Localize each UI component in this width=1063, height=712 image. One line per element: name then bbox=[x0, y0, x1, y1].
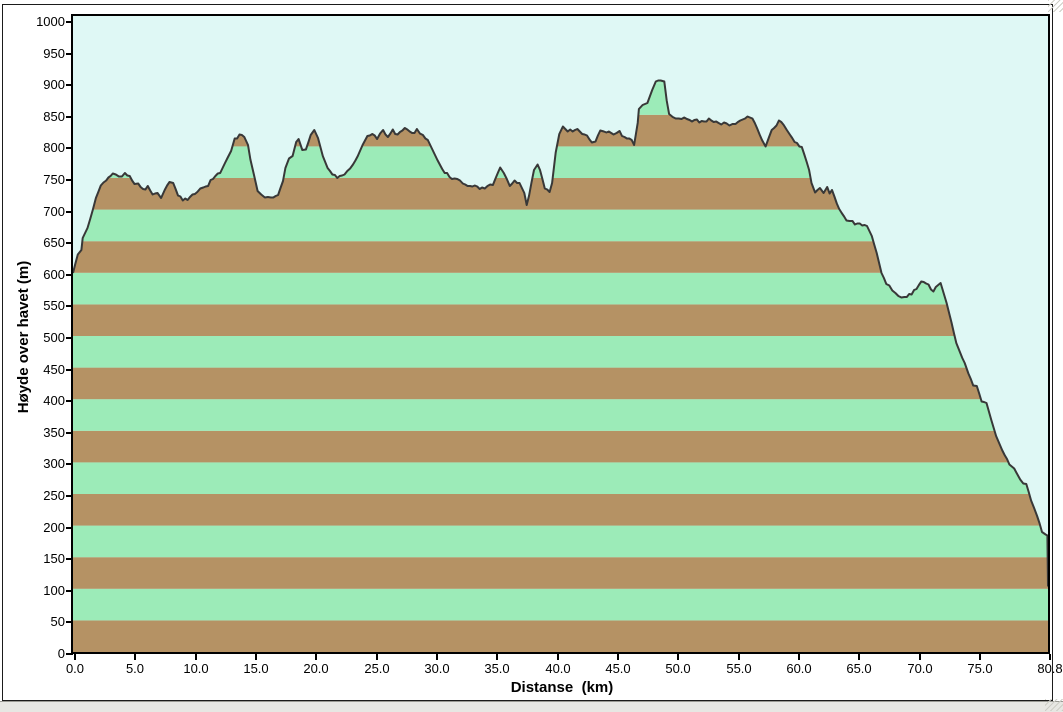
y-tick-label: 700 bbox=[43, 204, 65, 219]
x-axis-tick bbox=[979, 654, 981, 660]
x-tick-label: 40.0 bbox=[545, 661, 571, 676]
x-axis-tick bbox=[496, 654, 498, 660]
y-axis-tick bbox=[66, 305, 73, 307]
y-axis-tick bbox=[66, 432, 73, 434]
resize-grip-top-right bbox=[1048, 0, 1063, 12]
x-tick-label: 80.8 bbox=[1037, 661, 1063, 676]
y-tick-label: 600 bbox=[43, 267, 65, 282]
y-tick-label: 750 bbox=[43, 172, 65, 187]
y-tick-label: 650 bbox=[43, 235, 65, 250]
x-axis-tick bbox=[617, 654, 619, 660]
y-axis-tick bbox=[66, 621, 73, 623]
y-axis-tick bbox=[66, 21, 73, 23]
x-tick-label: 65.0 bbox=[846, 661, 872, 676]
x-axis-tick bbox=[315, 654, 317, 660]
y-tick-label: 400 bbox=[43, 393, 65, 408]
y-axis-tick bbox=[66, 53, 73, 55]
x-axis-tick bbox=[858, 654, 860, 660]
y-axis-tick bbox=[66, 274, 73, 276]
x-tick-label: 35.0 bbox=[484, 661, 510, 676]
y-tick-label: 50 bbox=[50, 614, 65, 629]
x-tick-label: 60.0 bbox=[786, 661, 812, 676]
y-tick-label: 450 bbox=[43, 362, 65, 377]
y-tick-label: 200 bbox=[43, 520, 65, 535]
y-axis-tick bbox=[66, 147, 73, 149]
y-tick-label: 550 bbox=[43, 298, 65, 313]
x-tick-label: 30.0 bbox=[424, 661, 450, 676]
x-axis-tick bbox=[195, 654, 197, 660]
y-tick-label: 1000 bbox=[36, 14, 65, 29]
x-axis-title: Distanse (km) bbox=[510, 679, 614, 696]
y-axis-tick bbox=[66, 337, 73, 339]
y-axis-tick bbox=[66, 558, 73, 560]
y-axis-tick bbox=[66, 463, 73, 465]
y-axis-tick bbox=[66, 84, 73, 86]
x-tick-label: 25.0 bbox=[364, 661, 390, 676]
x-tick-label: 0.0 bbox=[65, 661, 85, 676]
y-tick-label: 850 bbox=[43, 109, 65, 124]
x-axis-tick bbox=[376, 654, 378, 660]
y-tick-label: 900 bbox=[43, 77, 65, 92]
y-axis-tick bbox=[66, 527, 73, 529]
y-axis-tick bbox=[66, 116, 73, 118]
x-tick-label: 50.0 bbox=[665, 661, 691, 676]
x-axis-tick bbox=[134, 654, 136, 660]
y-tick-label: 300 bbox=[43, 456, 65, 471]
y-axis-tick bbox=[66, 179, 73, 181]
y-axis-tick bbox=[66, 211, 73, 213]
resize-grip-bottom-right bbox=[1045, 699, 1063, 711]
x-axis-tick bbox=[677, 654, 679, 660]
window-bottom-edge bbox=[0, 701, 1063, 712]
y-axis-tick bbox=[66, 590, 73, 592]
x-axis-tick bbox=[1049, 654, 1051, 660]
x-axis-tick bbox=[74, 654, 76, 660]
x-tick-label: 20.0 bbox=[303, 661, 329, 676]
y-tick-label: 100 bbox=[43, 583, 65, 598]
y-axis-tick bbox=[66, 495, 73, 497]
y-tick-label: 150 bbox=[43, 551, 65, 566]
x-tick-label: 15.0 bbox=[243, 661, 269, 676]
y-axis-tick bbox=[66, 400, 73, 402]
x-axis-tick bbox=[738, 654, 740, 660]
y-tick-label: 0 bbox=[57, 646, 65, 661]
plot-area bbox=[71, 14, 1050, 654]
y-tick-label: 800 bbox=[43, 140, 65, 155]
y-tick-label: 500 bbox=[43, 330, 65, 345]
x-tick-label: 70.0 bbox=[907, 661, 933, 676]
y-axis-tick bbox=[66, 369, 73, 371]
y-axis-tick bbox=[66, 653, 73, 655]
x-tick-label: 10.0 bbox=[183, 661, 209, 676]
y-tick-label: 250 bbox=[43, 488, 65, 503]
elevation-profile-chart bbox=[73, 16, 1048, 652]
chart-canvas: Høyde over havet (m) Distanse (km) 0.0 5.… bbox=[2, 4, 1063, 701]
x-tick-label: 75.0 bbox=[967, 661, 993, 676]
x-axis-tick bbox=[255, 654, 257, 660]
x-axis-tick bbox=[798, 654, 800, 660]
y-tick-label: 350 bbox=[43, 425, 65, 440]
x-axis-tick bbox=[436, 654, 438, 660]
x-axis-tick bbox=[557, 654, 559, 660]
y-axis-tick bbox=[66, 242, 73, 244]
y-tick-label: 950 bbox=[43, 46, 65, 61]
x-axis-tick bbox=[919, 654, 921, 660]
x-tick-label: 45.0 bbox=[605, 661, 631, 676]
x-tick-label: 55.0 bbox=[726, 661, 752, 676]
x-tick-label: 5.0 bbox=[125, 661, 145, 676]
